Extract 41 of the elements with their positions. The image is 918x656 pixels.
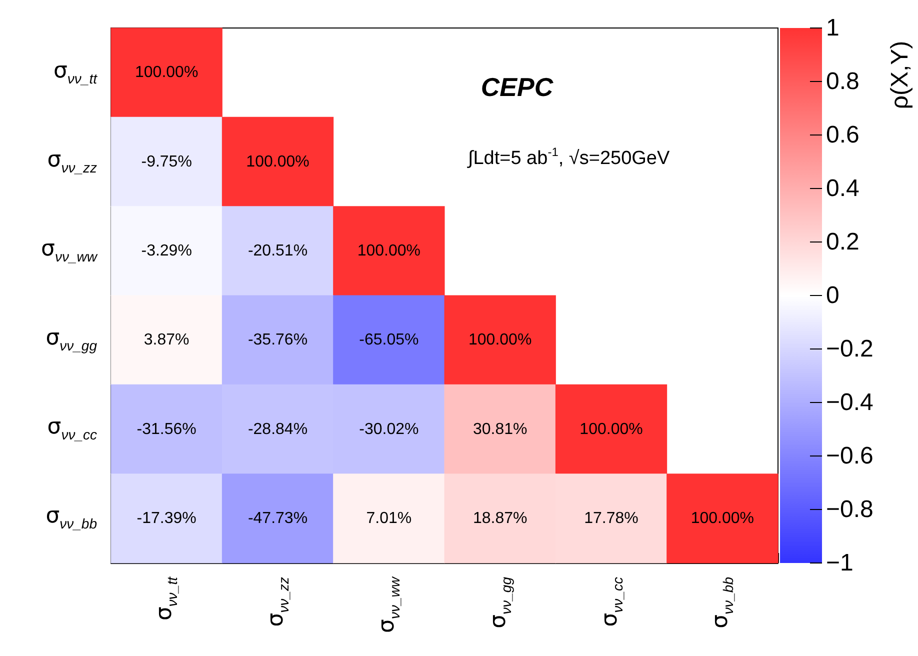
color-bar-label: −0.8	[826, 496, 874, 523]
y-tick-label: σ$_{νν_ww}$	[41, 236, 97, 264]
color-bar-label: 0.8	[826, 68, 860, 95]
color-bar-label: 1	[826, 14, 840, 42]
color-bar-label: −0.6	[826, 442, 874, 470]
data-label: 30.81%	[472, 420, 528, 438]
color-bar-title: ρ(X,Y)	[886, 40, 914, 110]
color-bar-label: 0.4	[826, 175, 860, 202]
data-label: -31.56%	[136, 420, 196, 438]
data-label: 7.01%	[366, 510, 412, 527]
annotation: ∫Ldt=5 ab$^{-1}$, √s=250GeV	[468, 145, 670, 169]
data-label: -17.39%	[136, 510, 196, 527]
color-bar-label: 0	[826, 282, 840, 309]
y-tick-label: σ$_{νν_gg}$	[46, 326, 97, 354]
y-tick-label: σ$_{νν_bb}$	[46, 504, 97, 532]
data-label: -20.51%	[248, 242, 308, 260]
data-label: -9.75%	[141, 153, 192, 170]
color-bar-label: −1	[826, 550, 854, 576]
data-label: 100.00%	[580, 420, 643, 438]
y-tick-label: σ$_{νν_cc}$	[47, 414, 97, 443]
data-label: 100.00%	[690, 510, 754, 527]
color-bar-label: 0.6	[826, 122, 860, 148]
data-label: 17.78%	[584, 510, 638, 527]
color-bar-label: 0.2	[826, 228, 860, 256]
data-label: -35.76%	[248, 332, 308, 349]
data-label: 100.00%	[468, 332, 532, 349]
data-label: -47.73%	[248, 510, 308, 527]
data-label: 100.00%	[357, 242, 421, 260]
color-bar-label: −0.4	[826, 389, 874, 416]
color-bar-label: −0.2	[826, 336, 874, 362]
annotation: CEPC	[480, 72, 554, 102]
data-label: 100.00%	[246, 153, 310, 170]
y-tick-label: σ$_{νν_zz}$	[47, 147, 97, 176]
data-label: -3.29%	[141, 242, 192, 260]
y-tick-label: σ$_{νν_tt}$	[53, 58, 97, 86]
data-label: -30.02%	[359, 420, 419, 438]
data-label: 18.87%	[472, 510, 528, 527]
data-label: -28.84%	[248, 420, 308, 438]
data-label: 3.87%	[144, 332, 190, 349]
data-label: -65.05%	[359, 332, 419, 349]
data-label: 100.00%	[134, 64, 198, 82]
